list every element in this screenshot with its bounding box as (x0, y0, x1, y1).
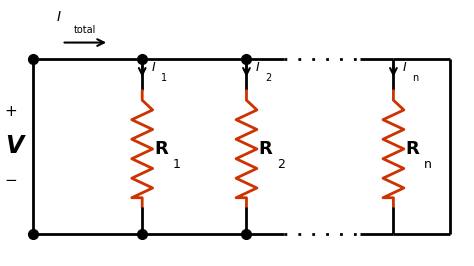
Text: n: n (424, 159, 432, 171)
Text: R: R (405, 140, 419, 158)
Text: total: total (73, 24, 96, 35)
Text: −: − (5, 173, 18, 188)
Text: R: R (258, 140, 272, 158)
Text: I: I (57, 10, 61, 24)
Text: n: n (412, 73, 419, 84)
Text: +: + (5, 104, 18, 119)
Text: I: I (152, 61, 155, 74)
Text: 2: 2 (277, 159, 285, 171)
Text: R: R (154, 140, 168, 158)
Text: 1: 1 (161, 73, 167, 84)
Text: V: V (5, 134, 23, 158)
Text: 1: 1 (173, 159, 181, 171)
Text: 2: 2 (265, 73, 272, 84)
Text: I: I (403, 61, 407, 74)
Text: I: I (256, 61, 260, 74)
